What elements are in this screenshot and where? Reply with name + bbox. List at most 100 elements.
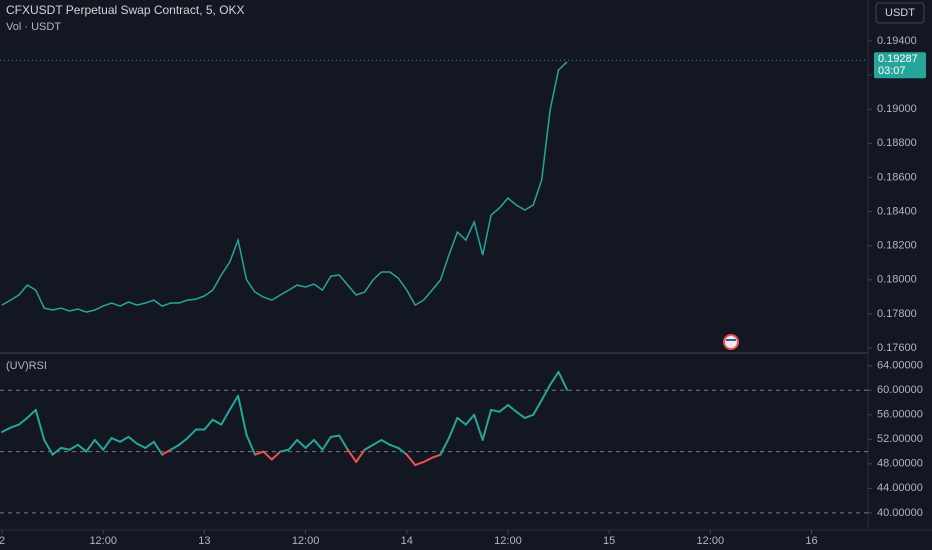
rsi-segment xyxy=(60,446,71,451)
rsi-segment xyxy=(68,443,79,451)
y-tick-label: 0.18600 xyxy=(877,171,917,183)
rsi-segment xyxy=(456,416,467,426)
rsi-segment xyxy=(313,438,324,451)
y-tick-label: 60.00000 xyxy=(877,384,923,396)
rsi-segment xyxy=(178,437,189,446)
x-tick-label: 16 xyxy=(805,535,817,547)
rsi-segment xyxy=(127,435,138,445)
rsi-segment xyxy=(253,450,265,456)
rsi-segment xyxy=(245,434,256,456)
rsi-segment xyxy=(540,383,552,402)
rsi-segment xyxy=(388,443,400,449)
rsi-segment xyxy=(473,413,484,441)
rsi-segment xyxy=(447,416,459,440)
volume-label: Vol · USDT xyxy=(6,21,61,33)
y-tick-label: 0.17600 xyxy=(877,342,917,354)
rsi-segment xyxy=(414,460,425,467)
rsi-segment xyxy=(304,438,316,449)
indicator-title: (UV)RSI xyxy=(6,360,47,372)
rsi-segment xyxy=(203,418,214,431)
rsi-segment xyxy=(431,453,442,459)
rsi-segment xyxy=(355,448,366,463)
y-tick-label: 0.17800 xyxy=(877,308,917,320)
price-tag-value: 0.19287 xyxy=(878,53,918,65)
rsi-segment xyxy=(85,438,96,453)
rsi-segment xyxy=(321,435,332,451)
rsi-segment xyxy=(228,394,240,411)
y-tick-label: 52.00000 xyxy=(877,433,923,445)
x-tick-label: 13 xyxy=(198,535,210,547)
y-tick-label: 48.00000 xyxy=(877,458,923,470)
rsi-segment xyxy=(532,399,543,416)
rsi-segment xyxy=(119,435,130,443)
rsi-segment xyxy=(329,434,341,438)
rsi-segment xyxy=(372,438,383,446)
rsi-segment xyxy=(262,450,273,461)
x-tick-label: 12:00 xyxy=(697,535,725,547)
rsi-segment xyxy=(1,426,12,433)
rsi-segment xyxy=(211,418,223,426)
event-flag[interactable] xyxy=(723,334,739,350)
x-tick-label: 12:00 xyxy=(292,535,320,547)
rsi-segment xyxy=(144,440,155,449)
rsi-segment xyxy=(490,408,501,413)
rsi-segment xyxy=(43,438,54,456)
price-tag xyxy=(874,52,926,79)
rsi-segment xyxy=(279,448,290,453)
flag-stripe[interactable] xyxy=(726,339,736,341)
x-tick-label: 12:00 xyxy=(89,535,117,547)
x-tick-label: 15 xyxy=(603,535,615,547)
y-tick-label: 64.00000 xyxy=(877,360,923,372)
rsi-segment xyxy=(380,438,391,446)
rsi-segment xyxy=(523,413,535,419)
rsi-segment xyxy=(110,437,122,443)
rsi-segment xyxy=(506,404,518,413)
rsi-segment xyxy=(220,408,231,426)
y-tick-label: 0.19000 xyxy=(877,103,917,115)
y-tick-label: 44.00000 xyxy=(877,482,923,494)
currency-button[interactable] xyxy=(875,2,925,24)
y-tick-label: 0.18400 xyxy=(877,205,917,217)
y-tick-label: 0.19400 xyxy=(877,35,917,47)
x-tick-label: 2 xyxy=(0,535,5,547)
price-tag-countdown: 03:07 xyxy=(878,65,906,77)
rsi-segment xyxy=(405,453,417,467)
flag-body[interactable] xyxy=(725,336,737,348)
y-tick-label: 56.00000 xyxy=(877,409,923,421)
rsi-segment xyxy=(296,438,307,449)
rsi-segment xyxy=(9,423,20,429)
rsi-segment xyxy=(34,408,46,441)
rsi-segment xyxy=(439,437,450,456)
rsi-segment xyxy=(422,456,434,463)
rsi-segment xyxy=(346,448,358,463)
rsi-segment xyxy=(93,438,105,451)
rsi-segment xyxy=(464,413,476,426)
rsi-segment xyxy=(237,394,248,437)
rsi-segment xyxy=(515,410,526,419)
rsi-segment xyxy=(481,408,493,441)
rsi-segment xyxy=(287,438,299,451)
y-tick-label: 0.18200 xyxy=(877,240,917,252)
rsi-segment xyxy=(161,448,172,456)
rsi-segment xyxy=(270,450,282,461)
rsi-segment xyxy=(549,370,560,386)
rsi-segment xyxy=(76,443,88,453)
rsi-segment xyxy=(363,443,375,451)
rsi-segment xyxy=(498,404,509,413)
rsi-segment xyxy=(338,434,349,451)
x-tick-label: 14 xyxy=(401,535,413,547)
currency-label[interactable]: USDT xyxy=(885,7,915,19)
y-tick-label: 0.18000 xyxy=(877,274,917,286)
rsi-segment xyxy=(397,446,408,456)
price-line xyxy=(1,61,568,313)
rsi-segment xyxy=(51,446,63,456)
y-tick-label: 0.18800 xyxy=(877,137,917,149)
rsi-segment xyxy=(26,408,37,419)
rsi-segment xyxy=(152,440,164,456)
rsi-segment xyxy=(557,370,568,391)
rsi-segment xyxy=(186,428,197,440)
rsi-segment xyxy=(135,442,147,449)
